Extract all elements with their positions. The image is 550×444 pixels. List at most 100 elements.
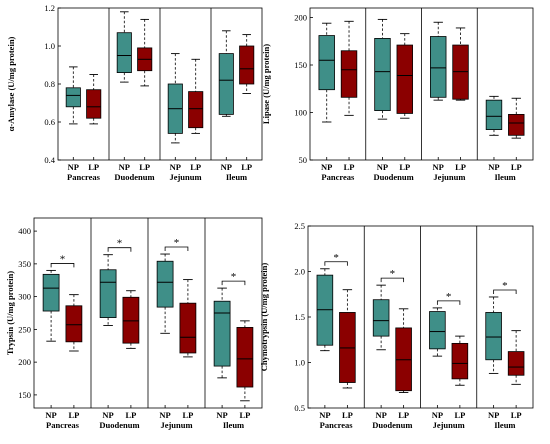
significance-bracket [221, 280, 246, 286]
box-lp-pancreas [339, 289, 356, 389]
box-np-jejunum [430, 21, 447, 101]
box-iqr [485, 312, 502, 361]
x-tick-label-lp: LP [241, 162, 252, 172]
x-tick-label-lp: LP [511, 410, 522, 420]
box-lp-duodenum [122, 290, 140, 349]
box-np-ileum [213, 287, 231, 379]
region-label-duodenum: Duodenum [114, 172, 154, 182]
y-tick-label: 2.0 [294, 267, 305, 277]
x-tick-label-lp: LP [455, 162, 466, 172]
region-label-ileum: Ileum [223, 420, 244, 430]
region-label-pancreas: Pancreas [321, 172, 355, 182]
x-tick-label-lp: LP [398, 410, 409, 420]
box-lp-duodenum [396, 33, 413, 119]
significance-bracket [493, 289, 517, 294]
x-tick-label-lp: LP [190, 162, 201, 172]
x-tick-label-lp: LP [454, 410, 465, 420]
x-tick-label-np: NP [221, 162, 232, 172]
significance-bracket [107, 247, 132, 252]
box-iqr [213, 300, 231, 367]
significance-marker: * [60, 253, 66, 265]
region-label-duodenum: Duodenum [99, 420, 139, 430]
box-np-pancreas [42, 269, 60, 342]
box-np-pancreas [318, 22, 335, 123]
panel-bottom-left: 150 200 250 300 350 400 Trypsin (U/mg protein)… [5, 217, 263, 430]
y-tick-label: 1.0 [44, 41, 55, 51]
x-tick-label-np: NP [321, 162, 332, 172]
x-tick-label-np: NP [375, 410, 386, 420]
box-np-ileum [485, 296, 502, 374]
significance-marker: * [174, 237, 180, 249]
significance-marker: * [117, 238, 123, 250]
box-np-jejunum [156, 253, 174, 334]
box-iqr [485, 99, 503, 131]
panel-top-left: 0.4 0.6 0.8 1.0 1.2 α-Amylase (U/mg protein) N… [6, 3, 263, 182]
box-iqr [507, 351, 525, 376]
box-iqr [430, 36, 447, 98]
box-np-duodenum [372, 284, 390, 351]
x-tick-label-lp: LP [239, 410, 250, 420]
box-lp-ileum [507, 330, 525, 385]
box-lp-ileum [236, 320, 254, 402]
x-tick-label-np: NP [102, 410, 113, 420]
y-tick-label: 100 [294, 108, 307, 118]
box-lp-pancreas [65, 294, 83, 352]
box-np-pancreas [316, 268, 334, 352]
box-iqr [99, 269, 117, 318]
box-np-duodenum [374, 18, 391, 120]
box-iqr [429, 311, 446, 350]
region-label-duodenum: Duodenum [374, 172, 414, 182]
box-iqr [372, 299, 390, 337]
box-lp-duodenum [395, 308, 412, 393]
box-lp-ileum [508, 97, 525, 139]
y-tick-label: 0.4 [44, 155, 55, 165]
significance-marker: * [446, 291, 452, 303]
box-iqr [65, 87, 81, 108]
x-tick-label-lp: LP [342, 410, 353, 420]
x-tick-label-np: NP [119, 162, 130, 172]
box-iqr [116, 32, 132, 74]
y-tick-label: 150 [294, 60, 307, 70]
y-tick-label: 400 [18, 226, 31, 236]
box-lp-pancreas [86, 74, 102, 125]
box-np-pancreas [65, 66, 81, 125]
significance-bracket [164, 246, 189, 252]
y-axis-label: Chymotrypsin (U/mg protein) [259, 263, 269, 372]
x-tick-label-lp: LP [125, 410, 136, 420]
box-iqr [188, 91, 204, 129]
x-tick-label-lp: LP [344, 162, 355, 172]
significance-marker: * [390, 268, 396, 280]
region-label-jejunum: Jejunum [169, 172, 201, 182]
box-np-duodenum [99, 254, 117, 326]
x-tick-label-np: NP [159, 410, 170, 420]
region-label-ileum: Ileum [495, 172, 516, 182]
box-lp-duodenum [137, 18, 153, 87]
x-tick-label-np: NP [68, 162, 79, 172]
y-axis-label: Lipase (U/mg protein) [261, 44, 271, 124]
box-lp-jejunum [452, 27, 469, 101]
x-tick-label-np: NP [216, 410, 227, 420]
x-tick-label-np: NP [319, 410, 330, 420]
x-tick-label-lp: LP [399, 162, 410, 172]
panel-bottom-right: 0.5 1.0 1.5 2.0 2.5 Chymotrypsin (U/mg protei… [259, 221, 534, 430]
region-label-jejunum: Jejunum [160, 420, 192, 430]
x-tick-label-np: NP [433, 162, 444, 172]
box-iqr [179, 302, 197, 354]
box-lp-pancreas [340, 20, 358, 116]
box-iqr [374, 38, 391, 111]
box-iqr [508, 114, 525, 136]
y-tick-label: 50 [299, 155, 308, 165]
box-iqr [65, 305, 83, 343]
significance-bracket [380, 277, 405, 283]
box-lp-ileum [239, 34, 255, 94]
box-iqr [42, 273, 60, 312]
region-label-pancreas: Pancreas [46, 420, 80, 430]
box-iqr [239, 45, 255, 85]
region-label-ileum: Ileum [494, 420, 515, 430]
box-iqr [218, 53, 234, 115]
region-label-ileum: Ileum [226, 172, 247, 182]
box-lp-jejunum [451, 335, 469, 386]
region-label-duodenum: Duodenum [372, 420, 412, 430]
